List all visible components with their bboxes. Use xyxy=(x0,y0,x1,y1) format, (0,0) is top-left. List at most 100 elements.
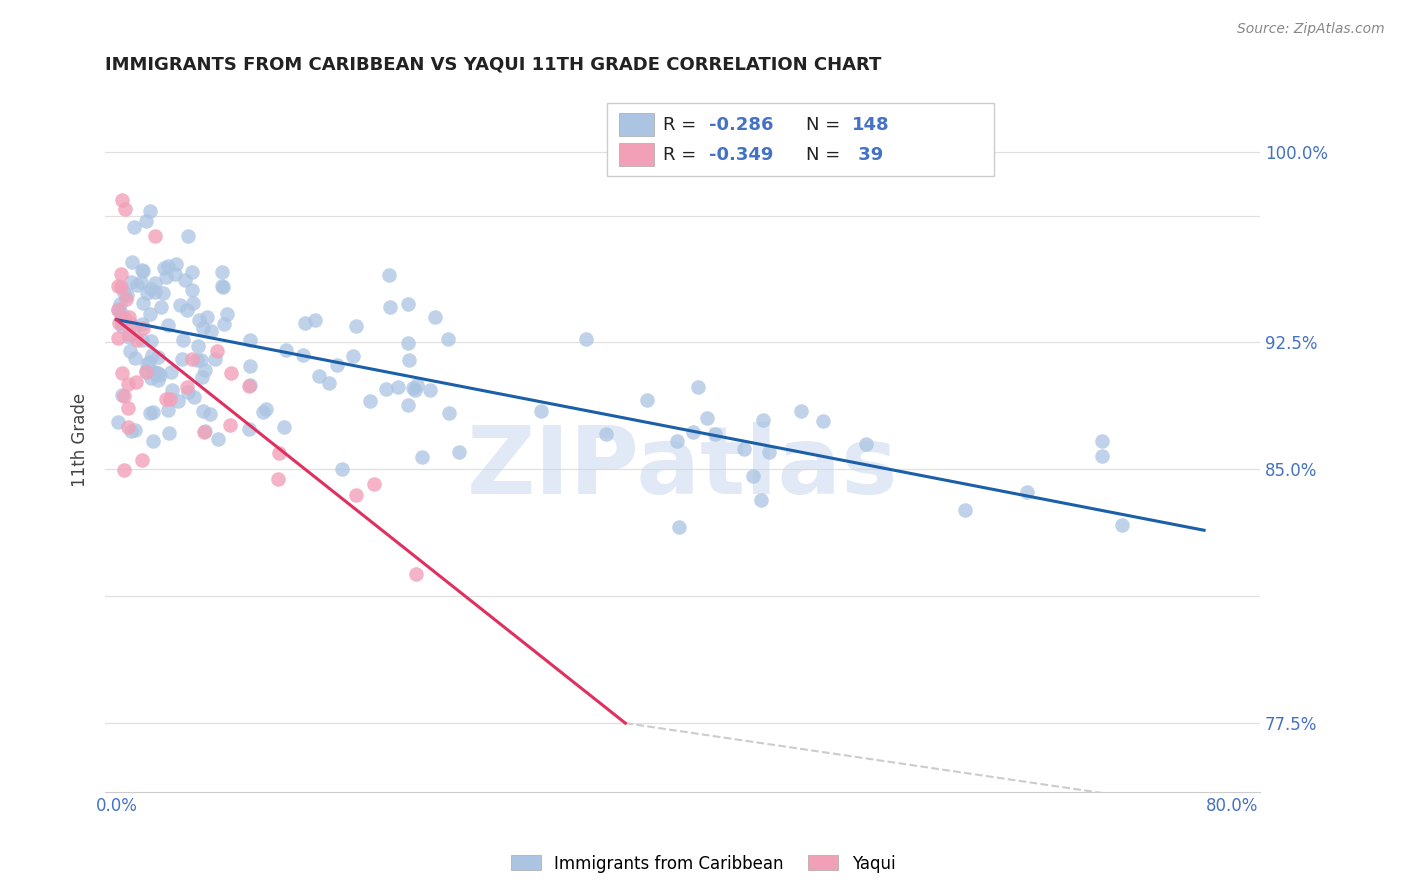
Point xyxy=(180,283,202,297)
Point xyxy=(267,472,290,486)
Point xyxy=(146,350,169,364)
Point xyxy=(110,312,132,326)
Point xyxy=(188,313,211,327)
Point xyxy=(142,405,165,419)
Point xyxy=(143,277,166,291)
Point xyxy=(378,268,401,283)
Point xyxy=(218,417,240,432)
Point xyxy=(125,333,148,347)
Point xyxy=(342,349,364,363)
Point xyxy=(114,312,136,326)
Point xyxy=(118,326,141,341)
Point xyxy=(1111,517,1133,532)
Point xyxy=(405,566,427,581)
Point xyxy=(135,214,157,228)
Point xyxy=(211,265,233,279)
Point xyxy=(855,436,877,450)
Point xyxy=(132,264,155,278)
Point xyxy=(359,393,381,408)
Point xyxy=(411,450,433,464)
Text: R =: R = xyxy=(662,146,702,164)
Point xyxy=(239,359,262,373)
Point xyxy=(118,330,141,344)
Point xyxy=(124,351,146,365)
Point xyxy=(292,347,315,361)
Point xyxy=(117,288,139,302)
Point xyxy=(129,275,152,289)
Point xyxy=(131,296,153,310)
Point xyxy=(155,392,177,406)
Text: ZIPatlas: ZIPatlas xyxy=(467,422,898,515)
Point xyxy=(156,318,179,332)
Point xyxy=(205,344,228,359)
Point xyxy=(143,365,166,379)
Text: 39: 39 xyxy=(852,146,883,164)
Point xyxy=(107,330,129,344)
Point xyxy=(172,352,194,367)
Y-axis label: 11th Grade: 11th Grade xyxy=(72,393,89,487)
Point xyxy=(955,503,977,517)
Point xyxy=(111,387,134,401)
Point xyxy=(665,434,688,448)
Text: -0.349: -0.349 xyxy=(709,146,773,164)
Point xyxy=(125,375,148,389)
Point xyxy=(187,339,209,353)
Point xyxy=(200,325,222,339)
Point xyxy=(117,420,139,434)
Point xyxy=(127,277,149,292)
Point xyxy=(344,318,367,333)
Point xyxy=(110,267,132,281)
Point xyxy=(204,351,226,366)
Point xyxy=(139,371,162,385)
Point xyxy=(193,425,215,440)
Point xyxy=(733,442,755,456)
Point xyxy=(267,445,290,459)
Point xyxy=(111,366,134,380)
Point xyxy=(111,193,134,207)
Point xyxy=(152,285,174,300)
Point xyxy=(136,286,159,301)
Point xyxy=(1015,485,1038,500)
Point xyxy=(143,228,166,243)
Point xyxy=(114,292,136,306)
Point xyxy=(155,269,177,284)
Point xyxy=(107,316,129,330)
Point xyxy=(181,351,204,366)
Point xyxy=(1091,449,1114,463)
Point xyxy=(813,414,835,428)
Point xyxy=(107,302,129,317)
Point xyxy=(195,310,218,324)
Point xyxy=(636,393,658,408)
Point xyxy=(143,366,166,380)
Point xyxy=(107,415,129,429)
Text: Source: ZipAtlas.com: Source: ZipAtlas.com xyxy=(1237,22,1385,37)
Point xyxy=(181,296,204,310)
Point xyxy=(207,433,229,447)
Point xyxy=(157,259,180,273)
Point xyxy=(239,333,262,347)
Point xyxy=(142,434,165,449)
Point xyxy=(190,352,212,367)
Point xyxy=(165,257,187,271)
Point xyxy=(686,380,709,394)
Point xyxy=(159,392,181,407)
Point xyxy=(190,370,212,384)
Point xyxy=(194,363,217,377)
Point xyxy=(742,468,765,483)
Point xyxy=(139,406,162,420)
Point xyxy=(131,334,153,348)
Point xyxy=(363,477,385,491)
Point xyxy=(304,313,326,327)
FancyBboxPatch shape xyxy=(607,103,994,177)
Point xyxy=(252,404,274,418)
Point xyxy=(530,404,553,418)
Point xyxy=(294,316,316,330)
Point xyxy=(308,369,330,384)
Point xyxy=(212,279,235,293)
Point xyxy=(107,278,129,293)
Point xyxy=(194,424,217,438)
Point xyxy=(146,366,169,380)
Point xyxy=(273,419,295,434)
Point xyxy=(174,273,197,287)
Point xyxy=(139,334,162,348)
